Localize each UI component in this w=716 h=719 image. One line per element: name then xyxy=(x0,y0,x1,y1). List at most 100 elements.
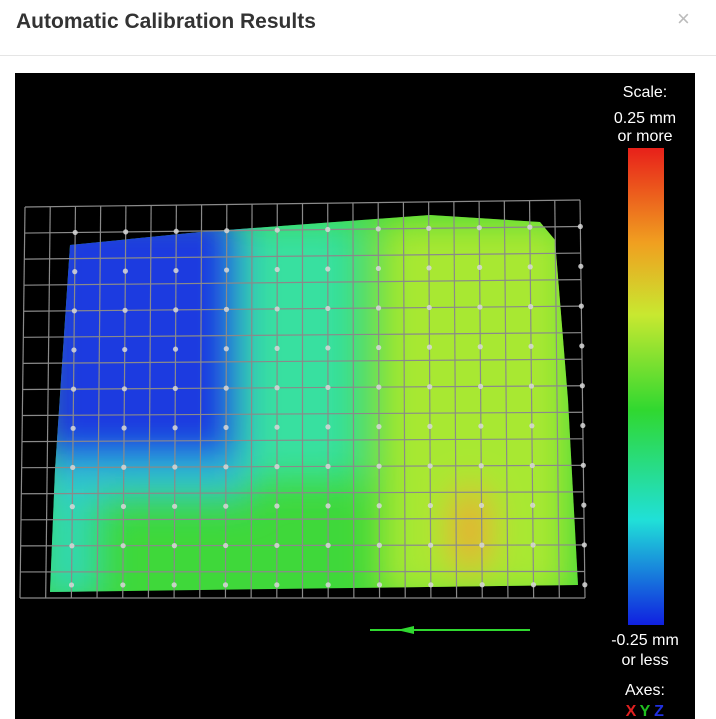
probe-point xyxy=(375,305,382,311)
dialog-title: Automatic Calibration Results xyxy=(16,10,316,33)
grid-line xyxy=(23,332,582,338)
probe-point xyxy=(580,422,586,429)
grid-line xyxy=(22,411,583,417)
probe-point xyxy=(582,582,588,588)
probe-point xyxy=(274,385,280,391)
probe-point xyxy=(578,263,584,269)
probe-point xyxy=(375,265,382,272)
divider xyxy=(0,55,716,56)
probe-point xyxy=(274,503,280,509)
probe-point xyxy=(171,543,177,549)
probe-point xyxy=(171,582,177,588)
probe-point xyxy=(427,384,433,390)
probe-point xyxy=(223,424,229,431)
probe-point xyxy=(224,228,230,234)
probe-point xyxy=(121,386,128,392)
probe-point xyxy=(223,542,229,549)
axis-arrow-head xyxy=(397,626,414,634)
probe-point xyxy=(223,346,229,352)
probe-point xyxy=(274,306,280,312)
grid-line xyxy=(199,204,203,599)
probe-point xyxy=(172,346,179,352)
grid-line xyxy=(22,358,583,364)
probe-point xyxy=(173,307,179,313)
probe-point xyxy=(426,225,432,231)
probe-point xyxy=(121,464,127,470)
probe-point xyxy=(120,543,126,549)
probe-point xyxy=(577,223,583,230)
probe-point xyxy=(325,266,331,272)
grid-line xyxy=(147,205,152,599)
axis-y: Y xyxy=(640,703,651,719)
probe-point xyxy=(476,225,482,231)
axis-z: Z xyxy=(654,703,664,719)
probe-point xyxy=(274,227,280,233)
probe-point xyxy=(325,542,331,548)
probe-point xyxy=(376,424,382,430)
probe-point xyxy=(173,267,179,274)
axis-x: X xyxy=(626,703,637,719)
grid-line xyxy=(24,225,581,234)
probe-point xyxy=(477,304,483,310)
close-button[interactable]: × xyxy=(677,6,690,31)
probe-point xyxy=(325,424,331,430)
grid-line xyxy=(453,201,458,599)
scale-max: 0.25 mm xyxy=(614,110,676,127)
probe-point xyxy=(172,385,178,392)
probe-point xyxy=(71,308,77,314)
scale-max-note: or more xyxy=(617,128,672,145)
probe-point xyxy=(426,304,432,311)
probe-point xyxy=(223,503,229,509)
grid-line xyxy=(21,491,584,495)
probe-point xyxy=(274,424,280,430)
probe-point xyxy=(325,305,331,312)
probe-point xyxy=(274,582,280,588)
probe-point xyxy=(122,346,128,353)
probe-point xyxy=(72,229,78,236)
probe-point xyxy=(68,582,75,588)
probe-point xyxy=(70,425,76,431)
probe-point xyxy=(120,582,126,588)
probe-point xyxy=(477,264,483,270)
probe-point xyxy=(527,224,533,230)
probe-point xyxy=(530,542,536,548)
probe-point xyxy=(581,542,587,548)
probe-point xyxy=(528,304,534,310)
grid-line xyxy=(24,252,581,260)
probe-point xyxy=(479,542,485,548)
grid-line xyxy=(22,385,583,391)
grid-line xyxy=(45,206,51,599)
probe-point xyxy=(477,344,483,350)
probe-point xyxy=(69,504,75,510)
probe-point xyxy=(581,502,587,508)
grid-line xyxy=(402,202,406,599)
probe-point xyxy=(325,226,331,233)
probe-point xyxy=(427,423,433,429)
probe-point xyxy=(579,383,585,389)
color-scale xyxy=(628,148,664,625)
grid-line xyxy=(19,206,26,599)
probe-point xyxy=(427,502,433,509)
probe-point xyxy=(376,384,382,390)
probe-point xyxy=(479,582,485,588)
probe-point xyxy=(426,344,433,350)
grid-line xyxy=(96,206,102,599)
probe-point xyxy=(578,303,584,309)
probe-point xyxy=(428,582,434,588)
probe-point xyxy=(325,582,331,588)
probe-point xyxy=(70,386,77,392)
probe-point xyxy=(529,423,535,429)
probe-point xyxy=(223,267,230,273)
scale-label: Scale: xyxy=(623,84,667,101)
probe-point xyxy=(223,464,229,470)
probe-point xyxy=(223,306,230,312)
probe-point xyxy=(376,463,382,469)
scale-min-note: or less xyxy=(621,652,668,669)
probe-point xyxy=(72,269,78,275)
grid-line xyxy=(23,279,582,286)
probe-point xyxy=(172,425,178,431)
probe-point xyxy=(223,385,229,391)
probe-point xyxy=(375,226,381,232)
probe-point xyxy=(376,582,383,588)
